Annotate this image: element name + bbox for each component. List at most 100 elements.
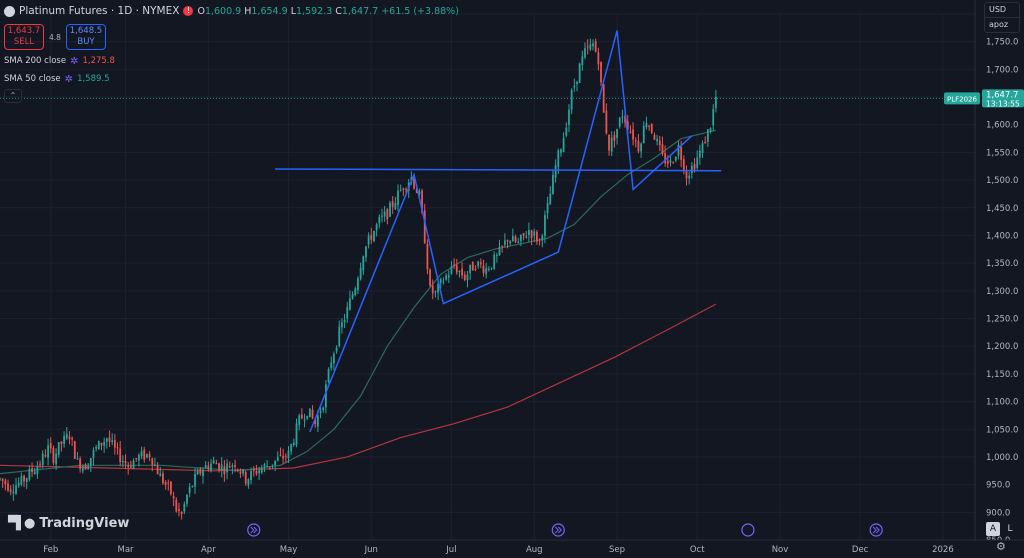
price-tick-label: 1,250.0 <box>986 315 1018 325</box>
sell-button[interactable]: 1,643.7 SELL <box>4 24 44 50</box>
candle-body <box>97 441 100 450</box>
candle-body <box>71 438 74 440</box>
candle-body <box>442 281 445 283</box>
candle-body <box>570 90 573 110</box>
candle-body <box>194 473 196 487</box>
candle-body <box>276 457 279 461</box>
candle-body <box>341 322 343 328</box>
flag-icon[interactable]: ! <box>183 6 194 16</box>
candle-body <box>65 433 68 438</box>
candle-body <box>418 191 421 195</box>
candle-body <box>346 307 349 319</box>
candle-body <box>226 463 228 473</box>
spread-value: 4.8 <box>49 32 61 42</box>
chart-grid <box>0 13 975 541</box>
candle-body <box>645 123 648 128</box>
time-tick-label: Nov <box>772 545 789 555</box>
candle-body <box>84 464 87 470</box>
price-tick-label: 900.0 <box>986 508 1010 518</box>
candle-body <box>266 465 269 467</box>
price-tick-label: 1,400.0 <box>986 231 1018 241</box>
candle-body <box>228 466 231 468</box>
candle-body <box>613 135 616 141</box>
candle-body <box>156 465 159 475</box>
candle-body <box>394 202 397 210</box>
candle-body <box>514 236 517 242</box>
candle-body <box>565 127 568 136</box>
candle-body <box>73 441 76 459</box>
candle-body <box>252 468 255 471</box>
candle-body <box>605 110 608 134</box>
collapse-legend-button[interactable]: ⌃ <box>4 89 22 103</box>
time-tick-label: Jul <box>445 545 456 555</box>
candle-body <box>292 442 295 445</box>
candle-body <box>44 455 47 457</box>
settings-icon[interactable]: ⚙ <box>996 540 1006 553</box>
scale-selector[interactable]: apoz <box>985 17 1019 32</box>
time-tick-label: Sep <box>609 545 625 555</box>
price-axis[interactable]: 850.0900.0950.01,000.01,050.01,100.01,15… <box>944 0 1024 558</box>
candle-body <box>453 264 456 266</box>
pattern-drawing[interactable] <box>275 30 722 433</box>
candle-body <box>688 175 691 179</box>
candle-body <box>215 463 218 465</box>
candle-body <box>239 472 242 474</box>
candle-body <box>140 451 143 457</box>
candle-body <box>121 461 124 463</box>
candle-body <box>143 449 146 460</box>
candle-body <box>610 137 613 152</box>
time-tick-label: Dec <box>852 545 869 555</box>
candle-body <box>335 347 338 352</box>
indicator-sma200[interactable]: SMA 200 close ✲ 1,275.8 <box>4 55 115 67</box>
candle-body <box>530 230 533 238</box>
candle-body <box>20 475 23 485</box>
candle-body <box>469 264 472 274</box>
candle-body <box>461 268 464 276</box>
price-tick-label: 1,200.0 <box>986 342 1018 352</box>
candle-body <box>458 271 461 273</box>
candle-body <box>712 109 715 126</box>
candle-body <box>463 274 466 280</box>
event-marker-arrow <box>872 526 880 534</box>
candle-body <box>231 465 234 467</box>
log-scale-button[interactable]: L <box>1007 524 1013 534</box>
candle-body <box>242 469 244 474</box>
auto-scale-button[interactable]: A <box>986 522 1000 536</box>
candle-body <box>616 128 618 138</box>
candle-body <box>381 215 383 217</box>
candle-body <box>522 233 525 236</box>
candle-body <box>487 269 490 271</box>
candle-body <box>55 453 57 465</box>
candle-body <box>471 262 474 271</box>
candle-body <box>666 160 669 164</box>
candle-body <box>573 85 576 88</box>
candle-body <box>511 236 514 242</box>
candle-body <box>111 440 114 442</box>
candle-body <box>549 193 552 205</box>
candle-body <box>244 471 247 484</box>
candle-body <box>92 449 95 459</box>
scale-menu[interactable]: USD apoz <box>984 2 1020 33</box>
candle-body <box>343 320 346 323</box>
indicator-sma50[interactable]: SMA 50 close ✲ 1,589.5 <box>4 73 110 85</box>
candle-body <box>503 240 506 245</box>
candle-body <box>138 455 140 461</box>
symbol-title[interactable]: Platinum Futures · 1D · NYMEX <box>19 5 180 17</box>
candle-body <box>7 483 9 491</box>
candle-body <box>135 458 138 460</box>
loading-icon: ✲ <box>64 73 74 85</box>
candle-body <box>554 165 557 178</box>
price-tick-label: 1,750.0 <box>986 38 1018 48</box>
candle-body <box>367 235 370 245</box>
currency-selector[interactable]: USD <box>989 5 1007 14</box>
candle-body <box>506 240 509 242</box>
candle-body <box>365 246 367 258</box>
time-axis[interactable]: Feb Mar Apr May Jun Jul Aug Sep Oct Nov Dec 2026 <box>0 523 1024 558</box>
candle-body <box>560 149 562 153</box>
price-tick-label: 1,500.0 <box>986 176 1018 186</box>
price-tick-label: 1,600.0 <box>986 121 1018 131</box>
event-marker-arrow <box>554 526 562 534</box>
buy-button[interactable]: 1,648.5 BUY <box>66 24 106 50</box>
candle-body <box>653 134 656 140</box>
